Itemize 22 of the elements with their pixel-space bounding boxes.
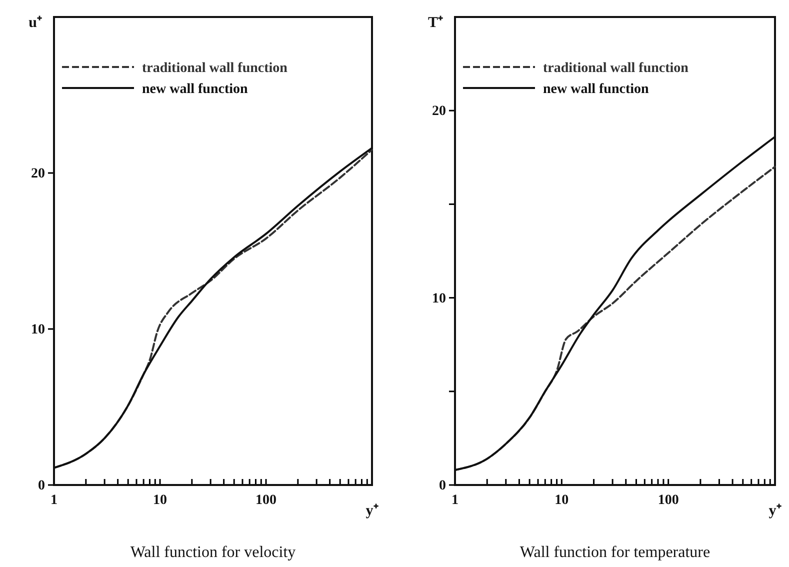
text: traditional wall function [543,61,689,76]
y-axis-title: T⁺ [428,15,443,31]
x-axis-title: y⁺ [366,503,378,519]
x-tick-label: 100 [256,492,276,508]
x-axis-title: y⁺ [768,503,782,519]
y-tick-label: 20 [432,104,446,120]
text: Wall function for temperature [520,544,710,561]
text: new wall function [142,82,248,97]
x-tick-label: 10 [554,492,569,508]
x-tick-label: 100 [658,492,679,508]
text: Wall function for velocity [130,544,296,561]
y-tick-label: 0 [38,478,45,494]
y-tick-label: 20 [31,166,45,182]
y-tick-label: 10 [31,322,45,338]
text: traditional wall function [142,61,288,76]
y-axis-title: u⁺ [28,15,42,31]
x-tick-label: 10 [153,492,167,508]
y-tick-label: 0 [439,478,446,494]
text: new wall function [543,82,649,97]
y-tick-label: 10 [432,291,446,306]
x-tick-label: 1 [50,492,58,508]
x-tick-label: 1 [452,492,458,508]
